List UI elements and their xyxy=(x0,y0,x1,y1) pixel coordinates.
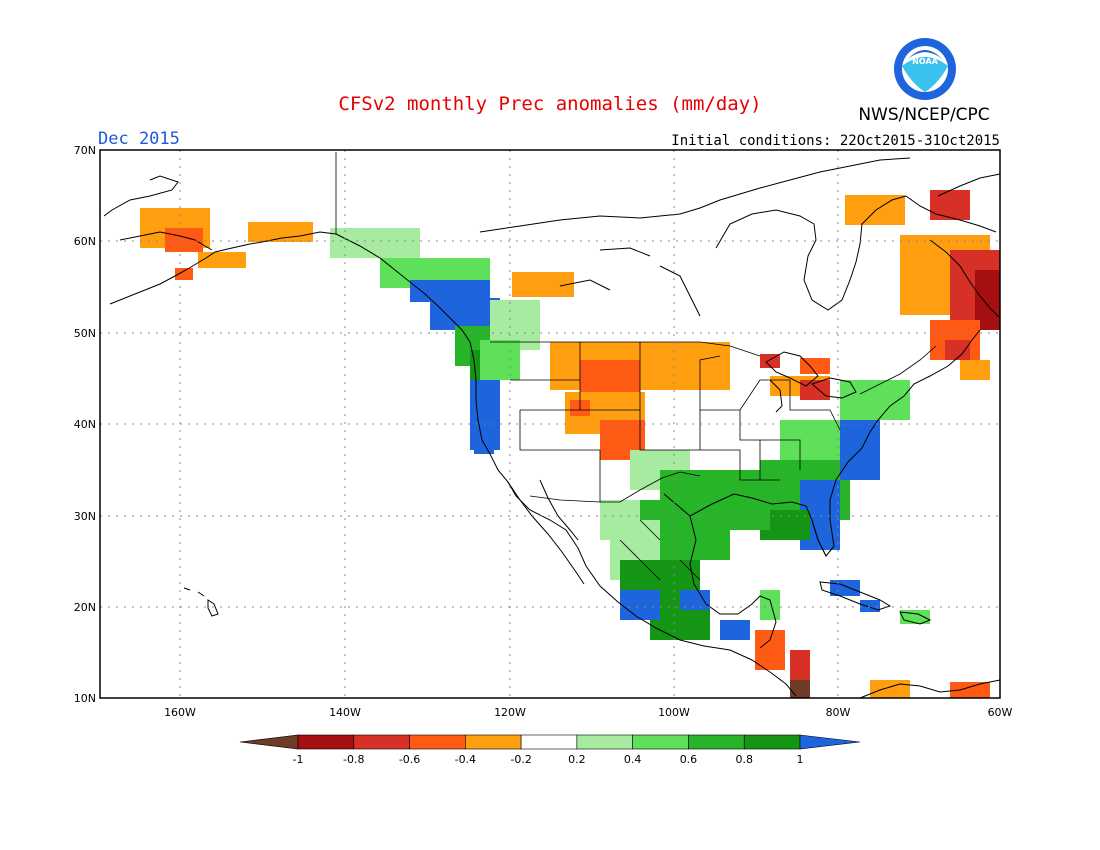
colorbar-tick-label: -1 xyxy=(293,753,304,766)
latitude-tick-label: 30N xyxy=(74,510,96,523)
colorbar-tick-label: 0.4 xyxy=(624,753,642,766)
colorbar-box xyxy=(688,734,745,750)
map-title: CFSv2 monthly Prec anomalies (mm/day) xyxy=(338,93,761,115)
longitude-labels: 160W 140W 120W 100W 80W 60W xyxy=(164,706,1012,719)
anomaly-patch xyxy=(790,680,810,698)
anomaly-patch xyxy=(474,414,494,454)
us-canada-border xyxy=(335,152,937,395)
colorbar-tick-label: 0.2 xyxy=(568,753,586,766)
longitude-tick-label: 100W xyxy=(658,706,690,719)
anomaly-patch xyxy=(330,228,420,258)
us-state-lines xyxy=(510,342,841,502)
anomaly-patch xyxy=(198,252,246,268)
anomaly-patch xyxy=(930,190,970,220)
latitude-tick-label: 60N xyxy=(74,235,96,248)
colorbar-box xyxy=(576,734,633,750)
anomaly-patch xyxy=(165,228,203,252)
colorbar-box xyxy=(353,734,410,750)
longitude-tick-label: 120W xyxy=(494,706,526,719)
colorbar-tick-label: 0.6 xyxy=(680,753,698,766)
anomaly-patch xyxy=(870,680,910,698)
hudson-bay-coastline xyxy=(715,195,997,311)
anomaly-patch xyxy=(830,580,860,596)
latitude-tick-label: 40N xyxy=(74,418,96,431)
colorbar-tick-label: -0.8 xyxy=(343,753,364,766)
anomaly-patch xyxy=(600,500,640,540)
anomaly-patch xyxy=(248,222,313,242)
longitude-tick-label: 80W xyxy=(826,706,851,719)
agency-label: NWS/NCEP/CPC xyxy=(858,105,989,125)
grid-lines xyxy=(100,150,1000,698)
anomaly-patch xyxy=(950,682,990,698)
anomaly-patch xyxy=(720,620,750,640)
colorbar-extension-high xyxy=(799,734,861,750)
anomaly-patch xyxy=(410,280,490,302)
colorbar-box xyxy=(297,734,355,750)
colorbar-extension-low xyxy=(239,734,299,750)
anomaly-patch xyxy=(430,298,500,330)
alaska-west-coast xyxy=(103,175,179,217)
south-america-coastline xyxy=(859,679,1001,699)
colorbar-box xyxy=(632,734,689,750)
us-mexico-border xyxy=(529,471,701,503)
anomaly-patch xyxy=(760,590,780,620)
anomaly-patch xyxy=(620,590,660,620)
florida-coastline xyxy=(811,519,835,557)
initial-conditions-label: Initial conditions: 22Oct2015-31Oct2015 xyxy=(671,133,1000,149)
latitude-tick-label: 50N xyxy=(74,327,96,340)
arctic-coastline xyxy=(479,157,911,317)
latitude-tick-label: 70N xyxy=(74,144,96,157)
colorbar-box xyxy=(465,734,522,750)
colorbar-box xyxy=(409,734,466,750)
anomaly-patch xyxy=(480,340,520,380)
anomaly-patch xyxy=(840,380,910,420)
gulf-coastline xyxy=(663,329,981,649)
colorbar: -1 -0.8 -0.6 -0.4 -0.2 0.2 0.4 0.6 0.8 1 xyxy=(239,734,861,766)
political-boundaries xyxy=(335,152,937,581)
colorbar-tick-label: -0.4 xyxy=(455,753,476,766)
longitude-tick-label: 160W xyxy=(164,706,196,719)
colorbar-tick-label: 1 xyxy=(797,753,804,766)
colorbar-tick-label: 0.8 xyxy=(735,753,753,766)
anomaly-patch xyxy=(960,360,990,380)
anomaly-patch xyxy=(945,340,970,360)
colorbar-box xyxy=(743,734,801,750)
latitude-tick-label: 10N xyxy=(74,692,96,705)
noaa-logo-text: NOAA xyxy=(912,57,938,66)
anomaly-patch xyxy=(800,358,830,374)
anomaly-patch xyxy=(845,195,905,225)
colorbar-tick-label: -0.6 xyxy=(399,753,420,766)
mexico-state-lines xyxy=(619,519,701,581)
longitude-tick-label: 60W xyxy=(988,706,1013,719)
anomaly-patch xyxy=(680,590,710,610)
anomaly-patch xyxy=(860,600,880,612)
alaska-coastline xyxy=(109,231,337,305)
longitude-tick-label: 140W xyxy=(329,706,361,719)
anomaly-patch xyxy=(512,272,574,297)
coastlines xyxy=(103,157,1001,699)
noaa-logo: NOAA xyxy=(894,38,956,100)
hawaii-islands xyxy=(183,587,219,617)
month-label: Dec 2015 xyxy=(98,129,180,149)
latitude-tick-label: 20N xyxy=(74,601,96,614)
great-lakes xyxy=(765,351,857,413)
map-border xyxy=(99,149,1001,699)
colorbar-box xyxy=(520,734,578,750)
cuba-coastline xyxy=(819,581,932,625)
labrador-coastline xyxy=(929,173,1001,319)
anomaly-patch xyxy=(755,630,785,670)
latitude-labels: 70N 60N 50N 40N 30N 20N 10N xyxy=(74,144,96,705)
colorbar-tick-label: -0.2 xyxy=(510,753,531,766)
